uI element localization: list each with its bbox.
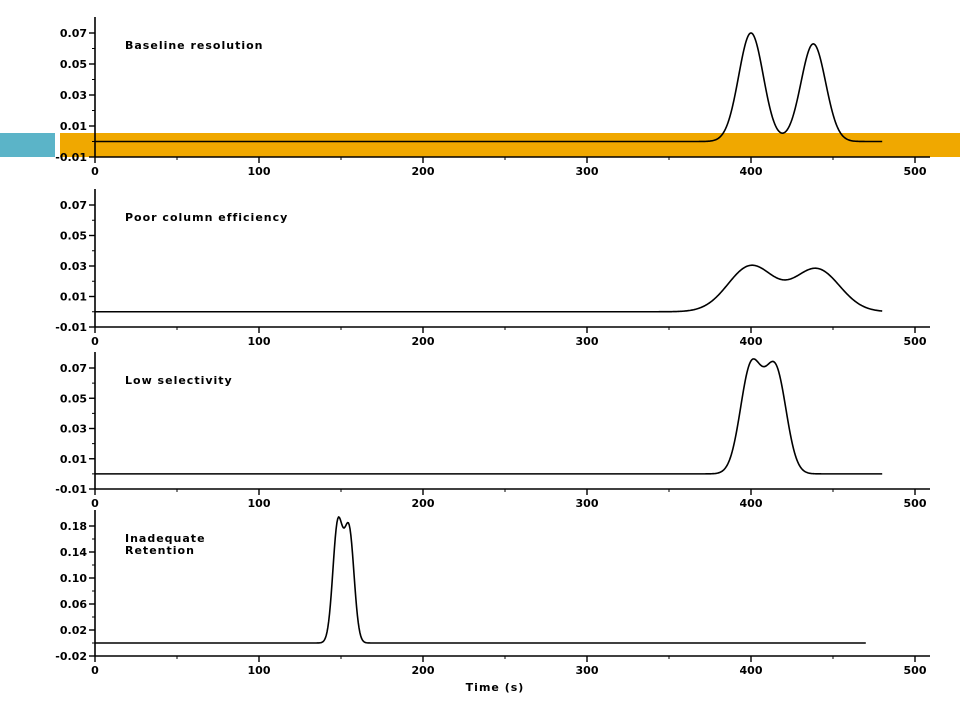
x-tick-label: 100 — [248, 335, 271, 348]
x-tick-label: 400 — [740, 664, 763, 677]
y-tick-label: -0.02 — [55, 650, 87, 663]
panel-title: Poor column efficiency — [125, 211, 288, 224]
y-tick-label: 0.01 — [60, 453, 87, 466]
y-tick-label: 0.03 — [60, 423, 87, 436]
y-tick-label: 0.14 — [60, 546, 87, 559]
x-tick-label: 300 — [576, 664, 599, 677]
x-tick-label: 400 — [740, 165, 763, 178]
x-tick-label: 100 — [248, 497, 271, 510]
y-tick-label: -0.01 — [55, 151, 87, 164]
chart-panels: -0.01 0.01 0.03 0.05 0.07 0 100 200 300 400 500 Bas… — [55, 17, 930, 694]
chart-panel-4: -0.02 0.02 0.06 0.10 0.14 0.18 0 100 200 300 400 50… — [55, 510, 930, 694]
x-tick-label: 500 — [904, 165, 927, 178]
x-tick-label: 500 — [904, 497, 927, 510]
x-tick-label: 200 — [412, 335, 435, 348]
x-tick-label: 100 — [248, 165, 271, 178]
panel-title: Baseline resolution — [125, 39, 264, 52]
x-tick-label: 0 — [91, 664, 99, 677]
x-tick-label: 500 — [904, 664, 927, 677]
y-tick-label: 0.06 — [60, 598, 87, 611]
x-tick-label: 200 — [412, 664, 435, 677]
x-tick-label: 300 — [576, 165, 599, 178]
x-tick-label: 300 — [576, 335, 599, 348]
y-tick-label: 0.05 — [60, 58, 87, 71]
chart-panel-2: -0.01 0.01 0.03 0.05 0.07 0 100 200 300 400 500 Poo… — [55, 189, 930, 348]
x-tick-label: 0 — [91, 335, 99, 348]
y-tick-label: 0.02 — [60, 624, 87, 637]
series-line — [95, 358, 883, 475]
panel-title: Inadequate — [125, 532, 206, 545]
x-tick-label: 0 — [91, 497, 99, 510]
y-tick-label: 0.05 — [60, 230, 87, 243]
y-tick-label: 0.07 — [60, 362, 87, 375]
x-axis-title: Time (s) — [466, 681, 525, 694]
x-tick-label: 200 — [412, 497, 435, 510]
y-tick-label: 0.10 — [60, 572, 87, 585]
y-tick-label: 0.01 — [60, 291, 87, 304]
y-tick-label: 0.07 — [60, 199, 87, 212]
y-tick-label: -0.01 — [55, 483, 87, 496]
panel-title: Low selectivity — [125, 374, 233, 387]
y-tick-label: 0.01 — [60, 120, 87, 133]
accent-bar — [60, 133, 960, 157]
y-tick-label: -0.01 — [55, 321, 87, 334]
y-tick-label: 0.03 — [60, 260, 87, 273]
x-tick-label: 400 — [740, 497, 763, 510]
chart-panel-3: -0.01 0.01 0.03 0.05 0.07 0 100 200 300 400 500 Low… — [55, 352, 930, 510]
x-tick-label: 500 — [904, 335, 927, 348]
series-line — [95, 32, 883, 143]
chart-panel-1: -0.01 0.01 0.03 0.05 0.07 0 100 200 300 400 500 Bas… — [55, 17, 930, 178]
y-tick-label: 0.03 — [60, 89, 87, 102]
y-tick-label: 0.05 — [60, 392, 87, 405]
series-line — [95, 264, 883, 313]
x-tick-label: 400 — [740, 335, 763, 348]
series-line — [95, 516, 866, 644]
accent-square — [0, 133, 55, 157]
x-tick-label: 300 — [576, 497, 599, 510]
x-tick-label: 100 — [248, 664, 271, 677]
x-tick-label: 0 — [91, 165, 99, 178]
x-tick-label: 200 — [412, 165, 435, 178]
y-tick-label: 0.07 — [60, 27, 87, 40]
panel-title: Retention — [125, 544, 195, 557]
y-tick-label: 0.18 — [60, 520, 87, 533]
